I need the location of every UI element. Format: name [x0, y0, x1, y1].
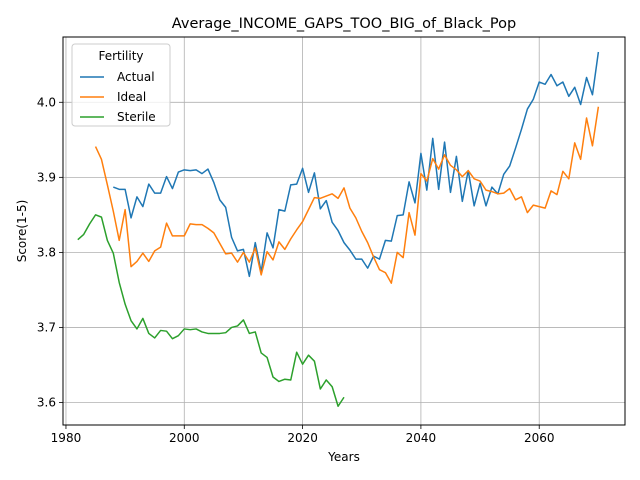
y-tick-label: 3.9	[37, 170, 56, 184]
y-tick-label: 4.0	[37, 95, 56, 109]
y-tick-label: 3.8	[37, 245, 56, 259]
legend-box	[71, 43, 171, 127]
x-tick-label: 2020	[287, 431, 318, 445]
x-tick-label: 1980	[51, 431, 82, 445]
series-line-sterile	[77, 214, 345, 407]
y-axis-ticks: 3.6 3.7 3.8 3.9 4.0	[37, 95, 63, 409]
plot-frame	[62, 36, 626, 426]
legend-title: Fertility	[98, 49, 143, 63]
series-line-ideal	[94, 106, 600, 284]
legend-label-actual: Actual	[117, 70, 155, 84]
y-axis-label: Score(1-5)	[15, 200, 29, 263]
x-axis-label: Years	[327, 450, 360, 464]
x-tick-label: 2040	[406, 431, 437, 445]
legend-label-ideal: Ideal	[117, 90, 146, 104]
series-layer	[77, 51, 600, 407]
y-tick-label: 3.6	[37, 395, 56, 409]
x-tick-label: 2060	[524, 431, 555, 445]
y-tick-label: 3.7	[37, 320, 56, 334]
legend: Fertility Actual Ideal Sterile	[71, 43, 171, 127]
legend-label-sterile: Sterile	[117, 110, 156, 124]
x-axis-ticks: 1980 2000 2020 2040 2060	[51, 425, 555, 445]
x-tick-label: 2000	[169, 431, 200, 445]
chart-title: Average_INCOME_GAPS_TOO_BIG_of_Black_Pop	[172, 16, 516, 32]
series-line-actual	[113, 51, 600, 278]
